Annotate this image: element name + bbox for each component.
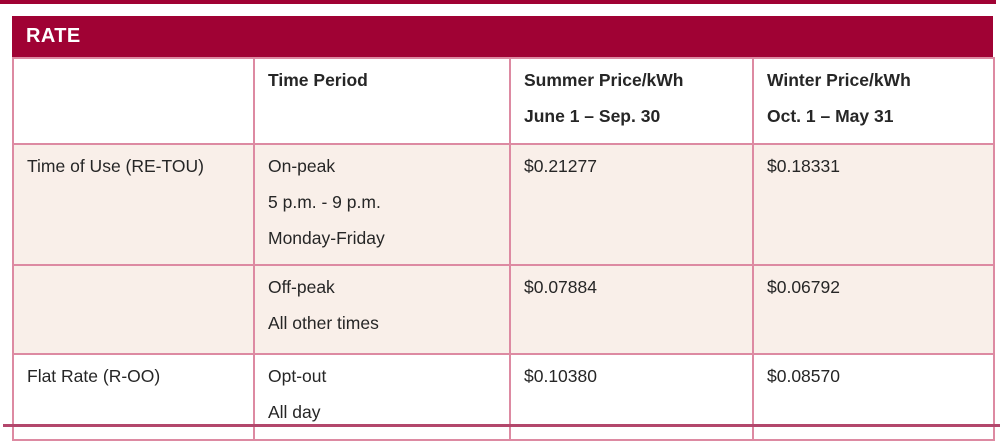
price-value: $0.10380 xyxy=(524,366,597,387)
time-period-cell: Off-peak All other times xyxy=(253,264,511,356)
period-line: All other times xyxy=(268,313,379,334)
table-header-row: Time Period Summer Price/kWh June 1 – Se… xyxy=(12,57,995,145)
price-value: $0.08570 xyxy=(767,366,840,387)
price-value: $0.07884 xyxy=(524,277,597,298)
winter-price-cell: $0.06792 xyxy=(752,264,995,356)
period-line: Off-peak xyxy=(268,277,335,298)
rate-name-cell xyxy=(12,264,255,356)
header-cell-rate-empty xyxy=(12,57,255,145)
winter-price-cell: $0.18331 xyxy=(752,142,995,267)
time-period-cell: Opt-out All day xyxy=(253,353,511,441)
column-title: Summer Price/kWh xyxy=(524,70,684,90)
rate-name: Time of Use (RE-TOU) xyxy=(27,155,204,176)
top-divider-line xyxy=(0,0,996,4)
period-line: Opt-out xyxy=(268,366,327,387)
time-period-cell: On-peak 5 p.m. - 9 p.m. Monday-Friday xyxy=(253,142,511,267)
price-value: $0.18331 xyxy=(767,155,840,176)
bottom-divider-line xyxy=(3,424,1000,427)
period-line: All day xyxy=(268,402,321,423)
header-cell-time-period: Time Period xyxy=(253,57,511,145)
period-line: Monday-Friday xyxy=(268,227,385,248)
winter-price-cell: $0.08570 xyxy=(752,353,995,441)
rate-name: Flat Rate (R-OO) xyxy=(27,366,161,387)
price-value: $0.06792 xyxy=(767,277,840,298)
period-line: 5 p.m. - 9 p.m. xyxy=(268,191,381,212)
table-row-flat-rate: Flat Rate (R-OO) Opt-out All day $0.1038… xyxy=(12,353,995,441)
column-title: Winter Price/kWh xyxy=(767,70,911,90)
summer-price-cell: $0.07884 xyxy=(509,264,754,356)
column-subtitle: June 1 – Sep. 30 xyxy=(524,105,661,126)
price-value: $0.21277 xyxy=(524,155,597,176)
column-subtitle: Oct. 1 – May 31 xyxy=(767,105,894,126)
header-cell-winter-price: Winter Price/kWh Oct. 1 – May 31 xyxy=(752,57,995,145)
period-line: On-peak xyxy=(268,155,336,176)
column-title: Time Period xyxy=(268,70,368,90)
summer-price-cell: $0.21277 xyxy=(509,142,754,267)
header-cell-summer-price: Summer Price/kWh June 1 – Sep. 30 xyxy=(509,57,754,145)
rate-name-cell: Flat Rate (R-OO) xyxy=(12,353,255,441)
rate-title: RATE xyxy=(26,25,81,47)
table-row-tou-offpeak: Off-peak All other times $0.07884 $0.067… xyxy=(12,264,995,356)
rate-table: Time Period Summer Price/kWh June 1 – Se… xyxy=(12,57,995,441)
rate-title-bar: RATE xyxy=(12,16,993,57)
rate-name-cell: Time of Use (RE-TOU) xyxy=(12,142,255,267)
table-row-tou-onpeak: Time of Use (RE-TOU) On-peak 5 p.m. - 9 … xyxy=(12,142,995,267)
summer-price-cell: $0.10380 xyxy=(509,353,754,441)
